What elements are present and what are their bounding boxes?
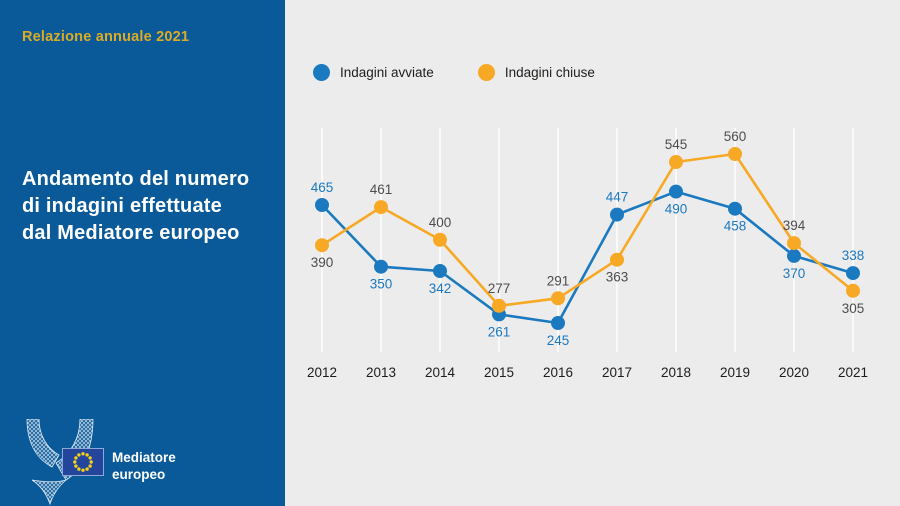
value-label: 465 — [311, 180, 334, 195]
data-point — [551, 291, 565, 306]
x-tick-label: 2013 — [366, 365, 396, 380]
chart-panel: Indagini avviate Indagini chiuse 465 350 3… — [285, 0, 900, 506]
eu-star-icon — [77, 467, 81, 471]
x-tick-label: 2020 — [779, 365, 809, 380]
data-point — [610, 207, 624, 222]
eu-star-icon — [88, 464, 92, 468]
logo-wordmark: Mediatore europeo — [112, 449, 176, 483]
value-label: 277 — [488, 281, 511, 296]
data-point — [492, 298, 506, 313]
x-tick-label: 2018 — [661, 365, 691, 380]
data-point — [728, 147, 742, 161]
data-point — [433, 232, 447, 247]
eu-flag-icon — [62, 448, 104, 476]
eu-star-icon — [85, 467, 89, 471]
data-point — [669, 155, 683, 169]
eu-star-icon — [74, 464, 78, 468]
data-point — [787, 236, 801, 251]
value-label: 342 — [429, 281, 452, 296]
series-line — [320, 152, 855, 308]
data-point — [610, 252, 624, 267]
value-label: 370 — [783, 266, 806, 281]
eu-star-icon — [81, 452, 85, 456]
value-label: 458 — [724, 219, 747, 234]
value-label: 400 — [429, 215, 452, 230]
eu-star-icon — [88, 456, 92, 460]
eu-star-icon — [77, 453, 81, 457]
eu-star-icon — [73, 460, 77, 464]
eu-star-icon — [89, 460, 93, 464]
legend-dot-orange-icon — [477, 64, 495, 81]
value-label: 447 — [606, 190, 629, 205]
logo-text-line2: europeo — [112, 467, 166, 482]
eu-star-icon — [85, 453, 89, 457]
value-label: 560 — [724, 129, 747, 144]
chart-legend: Indagini avviate Indagini chiuse — [313, 64, 595, 81]
x-tick-label: 2015 — [484, 365, 514, 380]
value-label: 245 — [547, 333, 570, 348]
x-tick-label: 2016 — [543, 365, 573, 380]
data-point — [374, 200, 388, 215]
x-tick-label: 2014 — [425, 365, 456, 380]
eu-star-icon — [81, 468, 85, 472]
x-tick-label: 2017 — [602, 365, 632, 380]
data-point — [551, 316, 565, 330]
data-point — [787, 248, 801, 263]
legend-dot-blue-icon — [313, 64, 330, 81]
value-label: 461 — [370, 182, 393, 197]
value-label: 490 — [665, 202, 688, 217]
data-point — [315, 198, 329, 212]
logo-text-line1: Mediatore — [112, 450, 176, 465]
value-label: 291 — [547, 273, 570, 288]
value-label: 394 — [783, 218, 806, 233]
sidebar: Relazione annuale 2021 Andamento del num… — [0, 0, 285, 506]
value-label: 261 — [488, 324, 511, 339]
x-tick-label: 2012 — [307, 365, 337, 380]
x-tick-label: 2019 — [720, 365, 750, 380]
eu-star-icon — [74, 456, 78, 460]
value-label: 305 — [842, 301, 865, 316]
series-line — [320, 190, 855, 325]
legend-item-chiuse: Indagini chiuse — [477, 64, 595, 81]
value-label: 390 — [311, 255, 334, 270]
data-point — [433, 264, 447, 278]
data-point — [374, 259, 388, 274]
x-tick-label: 2021 — [838, 365, 868, 380]
data-point — [669, 184, 683, 199]
line-chart: 465 350 342 261 245 447 490 458 370 338 390 461 400 2… — [307, 128, 868, 380]
data-point — [846, 283, 860, 298]
report-title: Relazione annuale 2021 — [22, 29, 190, 45]
chart-title: Andamento del numero di indagini effettu… — [22, 168, 250, 244]
value-label: 350 — [370, 277, 393, 292]
data-point — [315, 238, 329, 253]
data-point — [846, 266, 860, 281]
value-label: 545 — [665, 137, 688, 152]
value-label: 363 — [606, 270, 629, 285]
legend-label-avviate: Indagini avviate — [340, 65, 434, 80]
legend-label-chiuse: Indagini chiuse — [504, 65, 595, 80]
legend-item-avviate: Indagini avviate — [313, 64, 434, 81]
data-point — [728, 201, 742, 216]
value-label: 338 — [842, 248, 865, 263]
